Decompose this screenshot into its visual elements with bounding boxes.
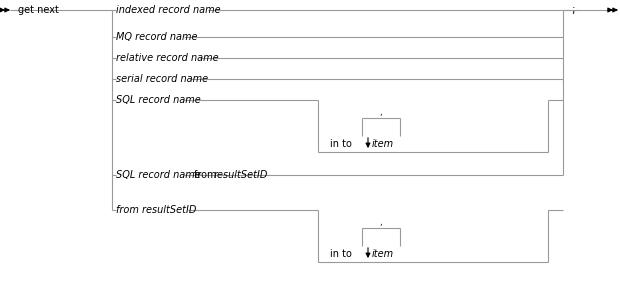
Text: in to: in to — [330, 139, 352, 149]
Text: SQL record name: SQL record name — [116, 95, 201, 105]
Text: from: from — [194, 170, 219, 180]
Text: serial record name: serial record name — [116, 74, 208, 84]
Text: ,: , — [379, 108, 383, 117]
Text: get next: get next — [18, 5, 59, 15]
Text: item: item — [372, 249, 394, 259]
Text: resultSetID: resultSetID — [214, 170, 268, 180]
Text: item: item — [372, 139, 394, 149]
Text: SQL record name: SQL record name — [116, 170, 201, 180]
Text: ;: ; — [571, 5, 575, 15]
Text: relative record name: relative record name — [116, 53, 219, 63]
Text: indexed record name: indexed record name — [116, 5, 221, 15]
Text: from resultSetID: from resultSetID — [116, 205, 197, 215]
Text: ,: , — [379, 218, 383, 227]
Text: MQ record name: MQ record name — [116, 32, 198, 42]
Text: in to: in to — [330, 249, 352, 259]
